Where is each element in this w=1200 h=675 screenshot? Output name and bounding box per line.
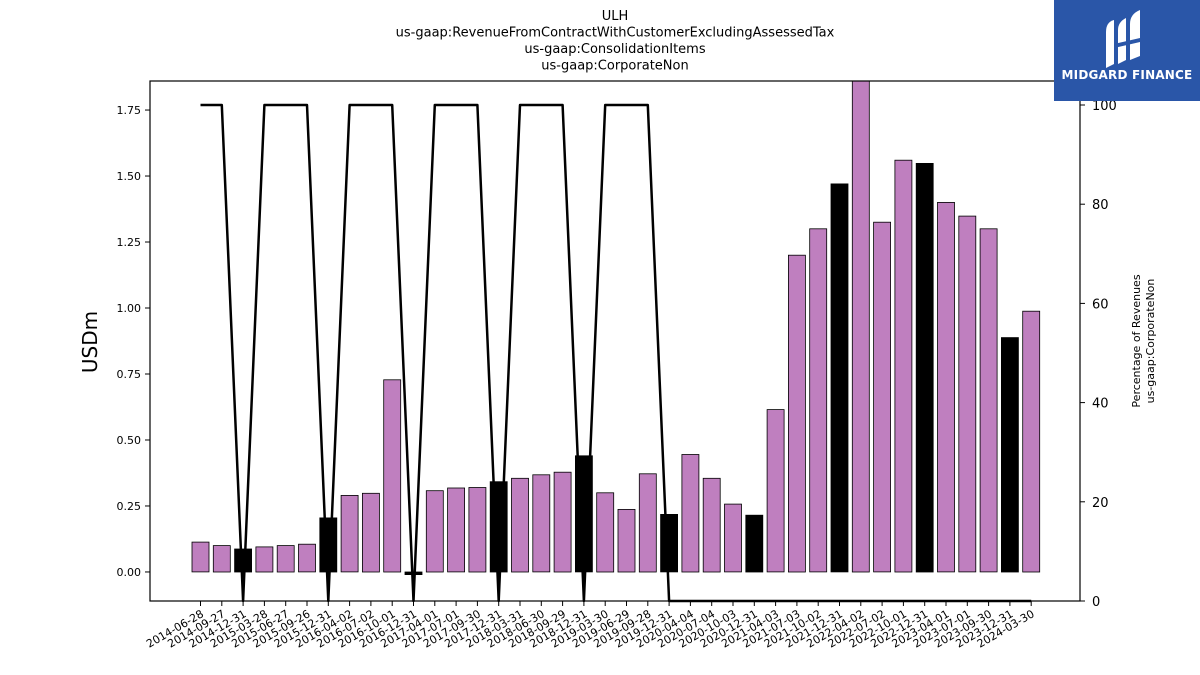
bar [553,471,572,573]
bar [383,379,402,573]
bar [340,494,359,573]
y-axis-label: USDm [78,311,102,373]
y2-tick-label: 40 [1092,397,1109,412]
bar [191,541,210,573]
bar [937,201,955,573]
title-line: us-gaap:RevenueFromContractWithCustomerE… [396,26,835,41]
bar [979,228,998,573]
y2-axis-label: Percentage of Revenues [1130,274,1143,407]
y-axis-ticks: 0.00 0.25 0.50 0.75 1.00 1.25 1.50 1.75 [117,104,150,579]
x-axis-ticks: 2014-06-282014-09-272014-12-312015-03-28… [144,601,1037,651]
y2-tick-label: 0 [1092,595,1100,610]
bar [915,162,934,573]
bar [617,508,636,573]
bar [660,514,678,573]
bar [532,474,551,573]
bar [851,80,870,573]
midgard-finance-logo: MIDGARD FINANCE [1054,0,1200,101]
y-tick-label: 1.00 [117,302,142,315]
bar [298,543,316,573]
y2-tick-label: 20 [1092,496,1109,511]
y2-tick-label: 100 [1092,99,1117,114]
bar [212,545,231,573]
y-tick-label: 1.50 [117,170,142,183]
bar [234,548,253,573]
bar [894,159,913,573]
bar [681,454,700,573]
bar [1001,337,1019,573]
bar [425,490,444,573]
axes [149,80,1081,602]
bar [319,517,338,573]
bar [511,477,529,573]
bar [596,492,615,573]
logo-text: MIDGARD FINANCE [1061,68,1193,82]
chart-title: ULH us-gaap:RevenueFromContractWithCustom… [396,9,835,74]
bar [873,221,891,573]
bar [276,545,295,573]
plot-frame [149,80,1081,602]
bar [745,514,764,573]
y-tick-label: 0.75 [117,368,142,381]
y-tick-label: 1.75 [117,104,142,117]
bar [361,492,380,573]
bar [638,473,657,573]
y-tick-label: 0.00 [117,566,142,579]
bar [702,477,721,573]
bar [468,487,487,573]
bar [447,487,466,573]
y-tick-label: 0.25 [117,500,142,513]
title-line: us-gaap:CorporateNon [541,59,688,74]
title-line: us-gaap:ConsolidationItems [524,42,705,57]
y-tick-label: 0.50 [117,434,142,447]
y2-axis-label: us-gaap:CorporateNon [1144,279,1157,404]
bars [191,80,1041,575]
y-tick-label: 1.25 [117,236,142,249]
bar [788,254,806,573]
y2-tick-label: 80 [1092,198,1109,213]
bar [958,215,977,573]
y2-axis-ticks: 0 20 40 60 80 100 [1080,99,1117,610]
bar [255,546,274,573]
bar [766,409,785,573]
title-line: ULH [602,9,629,24]
axis-labels: USDm Percentage of Revenues us-gaap:Corpor… [78,274,1157,407]
bar [489,481,508,573]
midgard-logo-icon [1106,10,1140,68]
bar [830,183,849,573]
bar [1022,310,1041,573]
bar [724,503,742,573]
y2-tick-label: 60 [1092,297,1109,312]
bar [809,228,828,573]
